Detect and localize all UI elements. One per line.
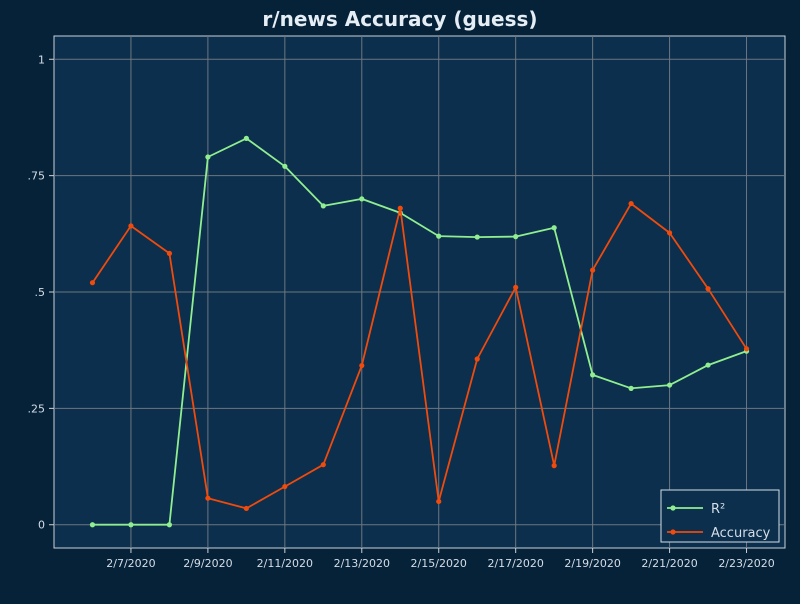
data-point [590, 267, 596, 273]
legend-marker [670, 529, 676, 535]
series [89, 135, 750, 528]
data-point [128, 223, 134, 229]
data-point [474, 234, 480, 240]
data-point [282, 163, 288, 169]
data-point [705, 286, 711, 292]
data-point [166, 250, 173, 256]
data-point [666, 230, 673, 236]
data-point [513, 234, 519, 240]
series-line [92, 137, 747, 526]
data-point [166, 522, 173, 528]
x-tick-label: 2/15/2020 [411, 557, 467, 570]
data-point [705, 362, 711, 368]
y-tick-label: 0 [38, 519, 45, 532]
data-point [205, 495, 211, 501]
data-point [628, 385, 634, 391]
y-tick-label: .75 [28, 170, 46, 183]
legend-marker [670, 505, 676, 511]
data-point [282, 483, 288, 490]
data-point [436, 498, 442, 505]
data-point [743, 346, 750, 352]
series-1 [89, 200, 750, 512]
data-point [628, 200, 634, 207]
y-tick-label: .25 [28, 402, 46, 415]
x-tick-label: 2/13/2020 [334, 557, 390, 570]
data-point [436, 233, 442, 239]
data-point [590, 372, 596, 378]
series-line [91, 202, 748, 510]
data-point [89, 280, 96, 286]
y-tick-label: 1 [38, 53, 45, 66]
grid [54, 36, 785, 548]
x-tick-label: 2/9/2020 [183, 557, 232, 570]
data-point [320, 462, 326, 468]
data-point [89, 522, 96, 528]
data-point [397, 205, 403, 211]
x-tick-label: 2/7/2020 [106, 557, 155, 570]
legend-box [660, 489, 780, 543]
axes: 0 .25 .5 .75 1 2/7/2020 2/9/2020 2/11/2020 2/13/… [28, 53, 775, 570]
data-point [128, 522, 134, 528]
data-point [359, 196, 365, 202]
chart-title: r/news Accuracy (guess) [262, 7, 537, 31]
data-point [513, 284, 519, 290]
data-point [320, 203, 326, 209]
legend: R² Accuracy [660, 489, 780, 543]
data-point [551, 225, 557, 231]
data-point [359, 362, 365, 369]
x-tick-label: 2/23/2020 [718, 557, 774, 570]
data-point [243, 135, 249, 141]
x-tick-label: 2/19/2020 [564, 557, 620, 570]
data-point [474, 356, 480, 362]
data-point [551, 463, 557, 469]
data-point [243, 505, 249, 512]
y-tick-label: .5 [35, 286, 46, 299]
x-tick-label: 2/21/2020 [641, 557, 697, 570]
data-point [666, 382, 673, 388]
data-point [205, 154, 211, 160]
x-tick-label: 2/11/2020 [257, 557, 313, 570]
legend-label: Accuracy [711, 526, 771, 541]
x-tick-label: 2/17/2020 [487, 557, 543, 570]
legend-label: R² [711, 502, 725, 517]
